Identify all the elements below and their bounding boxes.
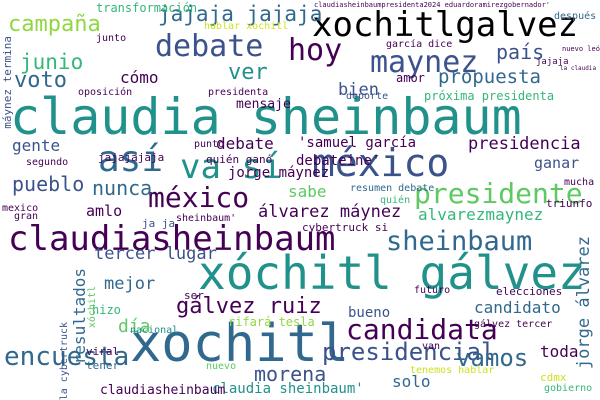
word-sabe: sabe	[288, 182, 327, 201]
word-jorge-maynez: jorge máynez	[228, 165, 330, 181]
word-claudia-sheinbaum-2: claudia sheinbaum'	[212, 381, 364, 397]
word-punto: punto	[194, 139, 225, 150]
word-sheinbaum-quote: sheinbaum'	[176, 213, 237, 224]
word-claudiasheinbaum: claudiasheinbaum	[8, 219, 336, 259]
word-jorge-alvarez: jorge álvarez	[574, 236, 594, 370]
word-candidato: candidato	[474, 298, 561, 317]
word-presidente: presidente	[414, 177, 583, 210]
word-amor: amor	[396, 71, 425, 85]
word-presidenta: presidenta	[208, 87, 269, 98]
word-rifara-tesla: rifará tesla	[228, 315, 315, 329]
word-xochitlgalvez: xochitlgalvez	[312, 5, 579, 45]
word-ganar: ganar	[534, 154, 580, 172]
word-solo: solo	[392, 372, 431, 391]
word-junto: junto	[96, 33, 127, 44]
word-despues: después	[554, 11, 597, 22]
word-mejor: mejor	[104, 274, 156, 294]
word-nacional: nacional	[130, 325, 179, 336]
word-va-si: va sí	[180, 147, 283, 187]
word-hashtag: claudiasheinbaumpresidenta2024 eduardora…	[314, 1, 551, 9]
word-jajaja-jajaja: jajaja jajaja	[158, 2, 323, 26]
word-candidata: candidata	[346, 313, 498, 346]
word-debate: debate	[155, 29, 264, 64]
word-deporte: deporte	[346, 91, 389, 102]
word-dia: día	[118, 316, 151, 337]
word-hablar-xochitl: hablar xochitl	[204, 21, 289, 32]
word-viral: viral	[86, 345, 120, 358]
word-gente: gente	[12, 136, 61, 155]
word-elecciones: elecciones	[496, 285, 563, 298]
word-ja-ja: ja ja	[142, 217, 176, 230]
word-futuro: futuro	[414, 285, 451, 296]
word-nuevo: nuevo	[206, 361, 237, 372]
word-tenemos-hablar: tenemos hablar	[410, 365, 495, 376]
word-presidencial: presidencial	[322, 338, 496, 366]
word-oposicion: oposición	[78, 87, 133, 98]
word-maynez-termina: máynez termina	[1, 36, 14, 129]
word-tesla-cybertruck: tesla cybertruck	[59, 322, 70, 400]
word-quien: quién	[380, 195, 411, 206]
word-bueno: bueno	[348, 305, 391, 321]
word-xochitl-galvez: xóchitl gálvez	[198, 246, 586, 300]
word-jajajajaja: jajajajaja	[98, 151, 165, 164]
word-campana: campaña	[8, 12, 101, 37]
word-xochitl: xochitl	[130, 314, 350, 374]
word-galvez-tercer: gálvez tercer	[474, 319, 553, 330]
word-triunfo: triunfo	[546, 197, 593, 210]
word-galvez-ruiz: gálvez ruiz	[176, 294, 322, 319]
word-propuesta: propuesta	[438, 66, 541, 88]
word-cdmx: cdmx	[540, 371, 567, 384]
word-mensaje: mensaje	[236, 97, 291, 112]
word-samuel-garcia: 'samuel garcía	[298, 135, 417, 151]
word-como: cómo	[120, 68, 159, 87]
word-vamos: vamos	[456, 344, 529, 372]
word-encuesta: encuesta	[4, 342, 130, 372]
word-alvarezmaynez: alvarezmaynez	[418, 205, 544, 224]
word-junio: junio	[20, 50, 84, 74]
word-quien-gano: quién ganó	[206, 153, 273, 166]
word-segundo: segundo	[26, 157, 69, 168]
word-mexico-small: mexico	[2, 203, 39, 214]
word-debateine: debateine'	[296, 153, 381, 169]
word-asi: así	[98, 139, 164, 180]
word-mexico: méxico	[312, 141, 450, 185]
word-resumen-debate: resumen debate	[350, 183, 435, 194]
word-morena: morena	[254, 362, 327, 386]
word-proxima-presidenta: próxima presidenta	[424, 89, 555, 103]
word-tener: tener	[86, 359, 120, 372]
word-amlo: amlo	[86, 202, 123, 220]
word-hoy: hoy	[288, 33, 343, 68]
word-gobierno: gobierno	[544, 383, 593, 394]
word-tercer-lugar: tercer lugar	[94, 244, 217, 264]
word-xochitl-small: xóchitl	[87, 286, 98, 329]
word-la-claudia: la claudia	[560, 65, 597, 72]
word-ver: ver	[228, 60, 268, 85]
word-garcia-dice: garcía dice	[386, 39, 453, 50]
word-presidencia: presidencia	[468, 134, 581, 154]
word-van: van	[422, 341, 441, 352]
word-maynez: maynez	[370, 45, 479, 80]
word-gran: gran	[14, 211, 39, 222]
word-sheinbaum: sheinbaum	[386, 226, 533, 257]
word-transformacion: transformación	[96, 1, 198, 15]
word-jajaja: jajaja	[536, 57, 569, 67]
word-nunca: nunca	[92, 176, 153, 200]
word-pueblo: pueblo	[12, 172, 85, 196]
word-claudiasheinbaum-small: claudiasheinbaum	[100, 383, 226, 398]
word-bien: bien	[338, 80, 379, 100]
word-ser: ser	[184, 289, 204, 302]
word-hizo: hizo	[92, 303, 121, 317]
word-voto: voto	[14, 68, 67, 93]
word-mexico-2: méxico	[148, 181, 250, 214]
word-debate-2: debate	[216, 134, 274, 153]
word-toda: toda	[540, 342, 579, 361]
word-alvarez-maynez: álvarez máynez	[258, 202, 402, 222]
word-claudia-sheinbaum: claudia sheinbaum	[10, 88, 522, 146]
word-cybertruck-si: cybertruck si	[302, 221, 389, 234]
word-nuevo-leon: nuevo león	[562, 45, 600, 53]
word-mucha: mucha	[564, 177, 595, 188]
word-pais: país	[496, 40, 545, 64]
